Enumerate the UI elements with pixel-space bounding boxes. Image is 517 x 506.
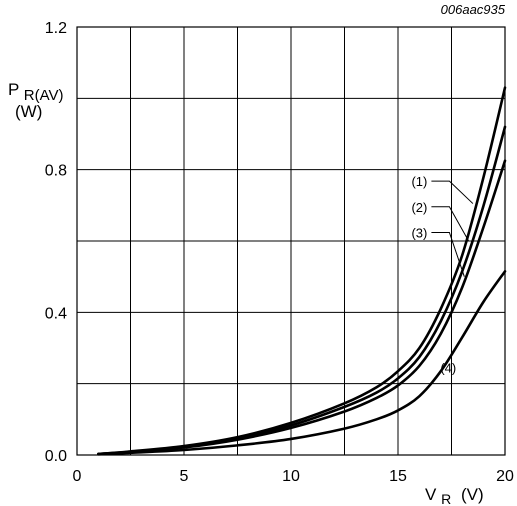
- curve-label: (3): [411, 225, 427, 240]
- figure-code-label: 006aac935: [441, 2, 506, 17]
- x-axis-label-subscript: R: [441, 491, 451, 506]
- axis-labels: 006aac935 P R(AV) (W) V R (V): [8, 2, 506, 506]
- x-axis-label-unit: (V): [461, 485, 484, 504]
- y-axis-unit: (W): [15, 102, 42, 121]
- curve-label-leader: [431, 180, 474, 204]
- curve-line-4: [97, 270, 507, 456]
- x-tick-label: 0: [73, 468, 82, 485]
- x-tick-label: 10: [282, 468, 300, 485]
- curve-label-leader: [431, 206, 470, 242]
- curve-label: (4): [440, 361, 456, 376]
- y-tick-label: 0.8: [45, 163, 67, 180]
- curve-annotations: (1) (2) (3) (4): [411, 174, 474, 376]
- y-axis-label-main: P: [8, 80, 19, 99]
- grid-lines: [76, 26, 506, 456]
- axes: 0 5 10 15 20 0.0 0.4 0.8 1.2: [45, 20, 514, 485]
- curves: [97, 86, 507, 456]
- curve-label-leader: [431, 231, 465, 277]
- curve-label: (1): [411, 174, 427, 189]
- y-tick-label: 1.2: [45, 20, 67, 37]
- plot-frame: [76, 26, 506, 456]
- curve-label: (2): [411, 200, 427, 215]
- x-axis-label: V R (V): [425, 485, 484, 506]
- x-tick-label: 15: [389, 468, 407, 485]
- curve-line-1: [97, 86, 507, 456]
- y-axis-label-subscript: R(AV): [24, 87, 64, 104]
- y-tick-label: 0.4: [45, 305, 67, 322]
- x-tick-label: 5: [180, 468, 189, 485]
- curve-line-2: [97, 125, 507, 456]
- y-tick-label: 0.0: [45, 448, 67, 465]
- x-axis-label-main: V: [425, 485, 437, 504]
- x-tick-label: 20: [496, 468, 514, 485]
- y-axis-label: P R(AV): [8, 80, 64, 104]
- curve-line-3: [97, 159, 507, 456]
